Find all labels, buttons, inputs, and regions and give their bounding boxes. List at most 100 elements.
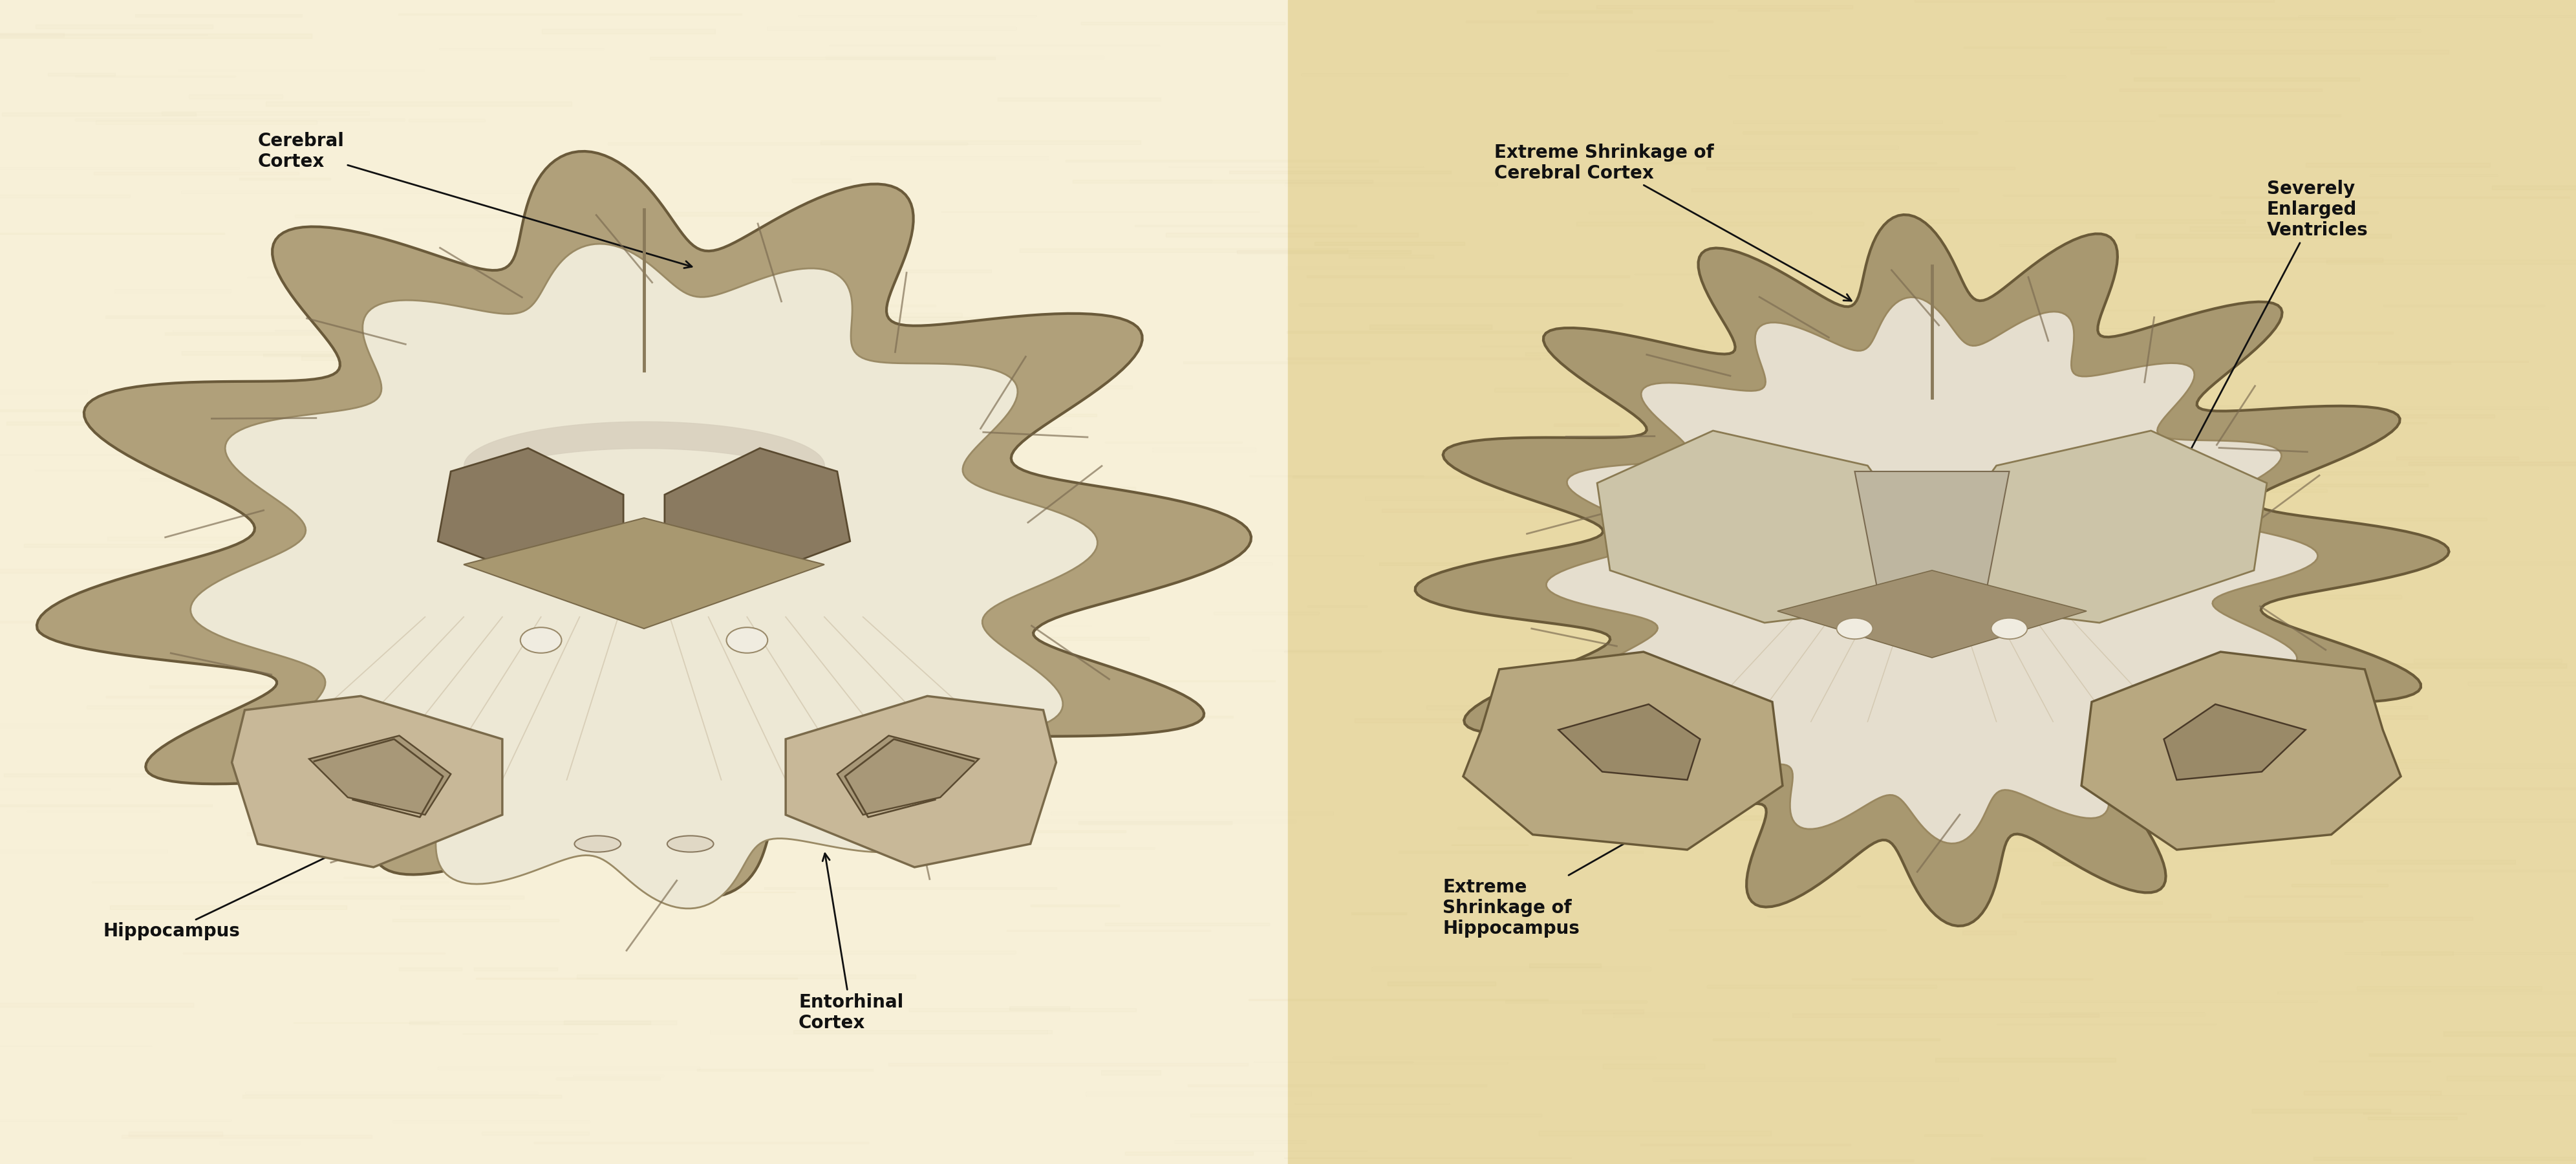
Bar	[2040, 901, 2161, 904]
Bar	[2396, 456, 2519, 460]
Bar	[2306, 163, 2488, 166]
Bar	[23, 544, 242, 547]
Bar	[1602, 1064, 1705, 1069]
Bar	[121, 1135, 371, 1138]
Bar	[2138, 645, 2349, 647]
Bar	[0, 804, 211, 807]
Bar	[363, 357, 536, 362]
Polygon shape	[1597, 431, 1911, 623]
Bar	[1538, 10, 1631, 13]
Bar	[1288, 332, 1543, 333]
Bar	[2357, 986, 2543, 991]
Bar	[410, 119, 484, 121]
Bar	[479, 708, 716, 710]
Bar	[665, 453, 938, 454]
Bar	[0, 724, 219, 727]
Bar	[641, 470, 708, 473]
Bar	[1842, 265, 1914, 268]
Bar	[283, 585, 345, 590]
Bar	[873, 482, 948, 487]
Bar	[1229, 171, 1450, 173]
Bar	[2251, 484, 2429, 487]
Bar	[2043, 808, 2123, 811]
Bar	[2370, 173, 2499, 176]
Text: Entorhinal
Cortex: Entorhinal Cortex	[799, 853, 904, 1032]
Bar	[1105, 441, 1242, 443]
Bar	[564, 1021, 677, 1024]
Bar	[1399, 851, 1643, 853]
Bar	[1030, 904, 1121, 907]
Bar	[1236, 250, 1412, 254]
Bar	[2136, 234, 2391, 237]
Bar	[304, 417, 412, 419]
Bar	[8, 421, 155, 425]
Bar	[822, 140, 1141, 144]
Polygon shape	[618, 553, 670, 611]
Bar	[2370, 1053, 2576, 1056]
Bar	[301, 356, 611, 360]
Text: Extreme Shrinkage of
Cerebral Cortex: Extreme Shrinkage of Cerebral Cortex	[1494, 143, 1852, 300]
Bar	[482, 1131, 590, 1135]
Bar	[0, 34, 312, 38]
Bar	[1314, 242, 1466, 246]
Bar	[1651, 146, 1899, 149]
Bar	[1741, 687, 1844, 689]
Bar	[188, 94, 283, 99]
Bar	[106, 315, 309, 318]
Polygon shape	[1558, 704, 1700, 780]
Bar	[1188, 1085, 1486, 1086]
Bar	[768, 27, 1018, 30]
Bar	[1051, 385, 1131, 389]
Bar	[1453, 844, 1528, 845]
Bar	[1355, 718, 1705, 723]
Bar	[1600, 800, 1814, 803]
Bar	[1072, 180, 1373, 183]
Polygon shape	[1855, 471, 2009, 605]
Bar	[2331, 860, 2514, 864]
Bar	[1213, 611, 1319, 615]
Bar	[75, 76, 234, 77]
Bar	[2141, 489, 2326, 492]
Bar	[93, 881, 448, 883]
Bar	[951, 819, 1296, 823]
Bar	[33, 469, 157, 470]
Bar	[817, 270, 992, 272]
Bar	[791, 262, 884, 265]
Bar	[1458, 828, 1687, 829]
Bar	[567, 382, 623, 383]
Bar	[247, 277, 489, 278]
Bar	[1283, 651, 1381, 653]
Bar	[2164, 471, 2424, 475]
Bar	[737, 305, 935, 307]
Bar	[363, 579, 538, 580]
Bar	[698, 1069, 873, 1071]
Bar	[572, 1076, 665, 1077]
Bar	[291, 480, 500, 483]
Bar	[0, 569, 340, 573]
Bar	[1734, 121, 1942, 123]
Bar	[2447, 1076, 2576, 1080]
Bar	[1932, 577, 2161, 581]
Bar	[971, 404, 1056, 407]
Bar	[139, 477, 340, 481]
Bar	[1520, 551, 1795, 552]
Bar	[2313, 414, 2494, 418]
Bar	[2107, 17, 2396, 20]
Bar	[2357, 764, 2576, 768]
Bar	[438, 48, 605, 50]
Polygon shape	[1777, 570, 2087, 658]
Bar	[0, 850, 167, 853]
Bar	[108, 537, 340, 540]
Bar	[505, 624, 824, 627]
Bar	[2221, 212, 2378, 213]
Bar	[1494, 388, 1600, 392]
Bar	[1780, 518, 2022, 520]
Bar	[0, 390, 88, 393]
Bar	[837, 847, 1087, 850]
Bar	[3, 113, 196, 116]
Bar	[608, 142, 966, 144]
Bar	[1332, 1057, 1656, 1058]
Bar	[2130, 50, 2447, 54]
Bar	[683, 436, 896, 439]
Bar	[1298, 304, 1623, 306]
